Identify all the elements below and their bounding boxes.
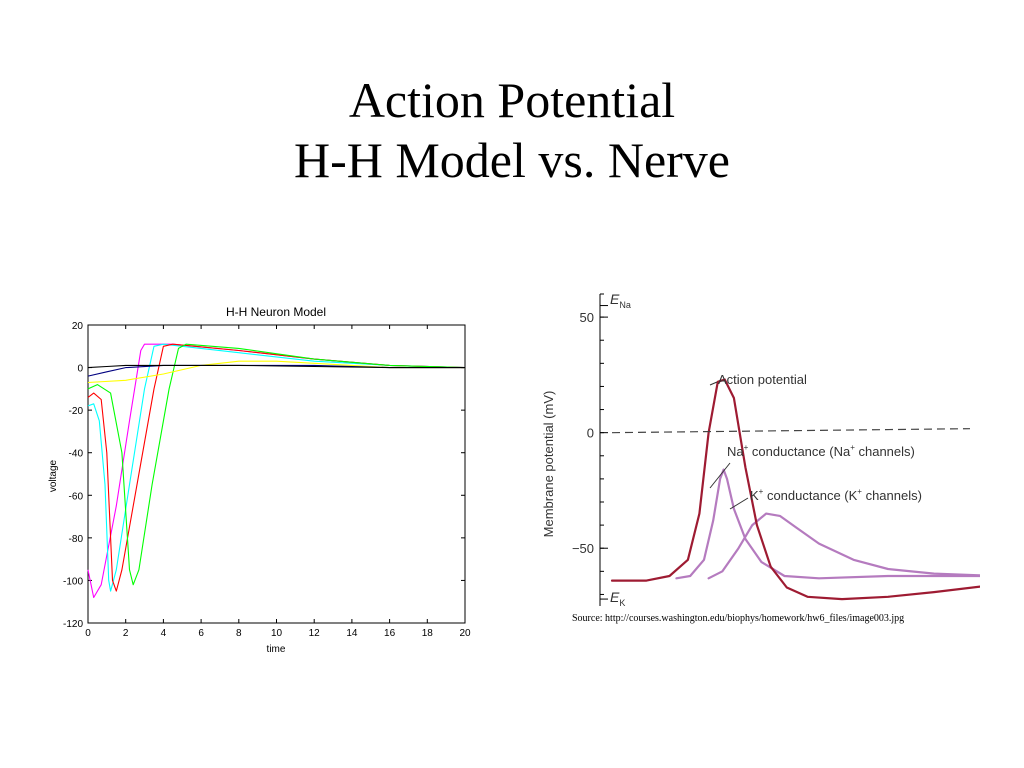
- y-tick-label: -100: [63, 576, 83, 587]
- series-group: [610, 378, 980, 601]
- e-na-label: ENa: [610, 291, 631, 310]
- x-tick-label: 4: [161, 628, 167, 639]
- k-conductance-label: K+ conductance (K+ channels): [750, 487, 922, 503]
- series-line-2: [87, 343, 466, 592]
- x-tick-labels: 0 2 4 6 8 10 12 14 16 18 20: [85, 325, 471, 639]
- y-tick-label: 0: [587, 426, 594, 441]
- x-tick-label: 2: [123, 628, 129, 639]
- x-tick-label: 10: [271, 628, 283, 639]
- series-line-1: [610, 378, 980, 601]
- x-tick-label: 0: [85, 628, 91, 639]
- x-tick-label: 20: [459, 628, 471, 639]
- y-tick-label: -40: [69, 449, 84, 460]
- slide-title: Action Potential H-H Model vs. Nerve: [0, 70, 1024, 190]
- series-group: [87, 343, 466, 599]
- series-line-2: [675, 468, 980, 580]
- y-tick-label: 0: [77, 364, 83, 375]
- y-tick-label: -120: [63, 619, 83, 630]
- slide-title-line1: Action Potential: [348, 72, 676, 128]
- x-tick-label: 6: [198, 628, 204, 639]
- y-tick-labels: 20 0 -20 -40 -60 -80 -100 -120: [63, 321, 465, 630]
- action-potential-label: Action potential: [718, 372, 807, 387]
- y-tick-label: -60: [69, 491, 84, 502]
- x-tick-label: 14: [346, 628, 358, 639]
- x-tick-label: 18: [422, 628, 434, 639]
- na-conductance-leader: [709, 462, 731, 489]
- y-ticks: 50 0 −50: [572, 293, 608, 600]
- chart-title: H-H Neuron Model: [226, 305, 326, 319]
- x-tick-label: 8: [236, 628, 242, 639]
- y-tick-label: -20: [69, 406, 84, 417]
- y-axis-label: Membrane potential (mV): [541, 391, 556, 538]
- x-tick-label: 12: [309, 628, 321, 639]
- hh-model-chart: H-H Neuron Model 0 2 4 6 8 10 12 14 16 18 20 20 0 -2…: [48, 305, 471, 655]
- action-potential-leader: [709, 381, 718, 386]
- series-line-4: [87, 343, 466, 586]
- series-line-3: [707, 512, 980, 580]
- slide-title-line2: H-H Model vs. Nerve: [293, 132, 730, 188]
- source-citation: Source: http://courses.washington.edu/bi…: [572, 613, 905, 624]
- y-axis-label: voltage: [48, 459, 59, 492]
- nerve-chart: 50 0 −50 ENa EK Membrane potential (mV) Ac…: [541, 291, 980, 608]
- zero-dashed-line: [611, 428, 971, 434]
- y-tick-label: 50: [580, 310, 594, 325]
- y-tick-label: −50: [572, 541, 594, 556]
- x-tick-label: 16: [384, 628, 396, 639]
- na-conductance-label: Na+ conductance (Na+ channels): [727, 443, 915, 459]
- y-tick-label: 20: [72, 321, 84, 332]
- e-k-label: EK: [610, 589, 625, 608]
- series-line-3: [87, 343, 466, 592]
- k-conductance-leader: [729, 497, 749, 510]
- plot-frame: [87, 324, 466, 624]
- series-line-7: [87, 364, 465, 369]
- x-axis-label: time: [267, 644, 286, 655]
- y-tick-label: -80: [69, 534, 84, 545]
